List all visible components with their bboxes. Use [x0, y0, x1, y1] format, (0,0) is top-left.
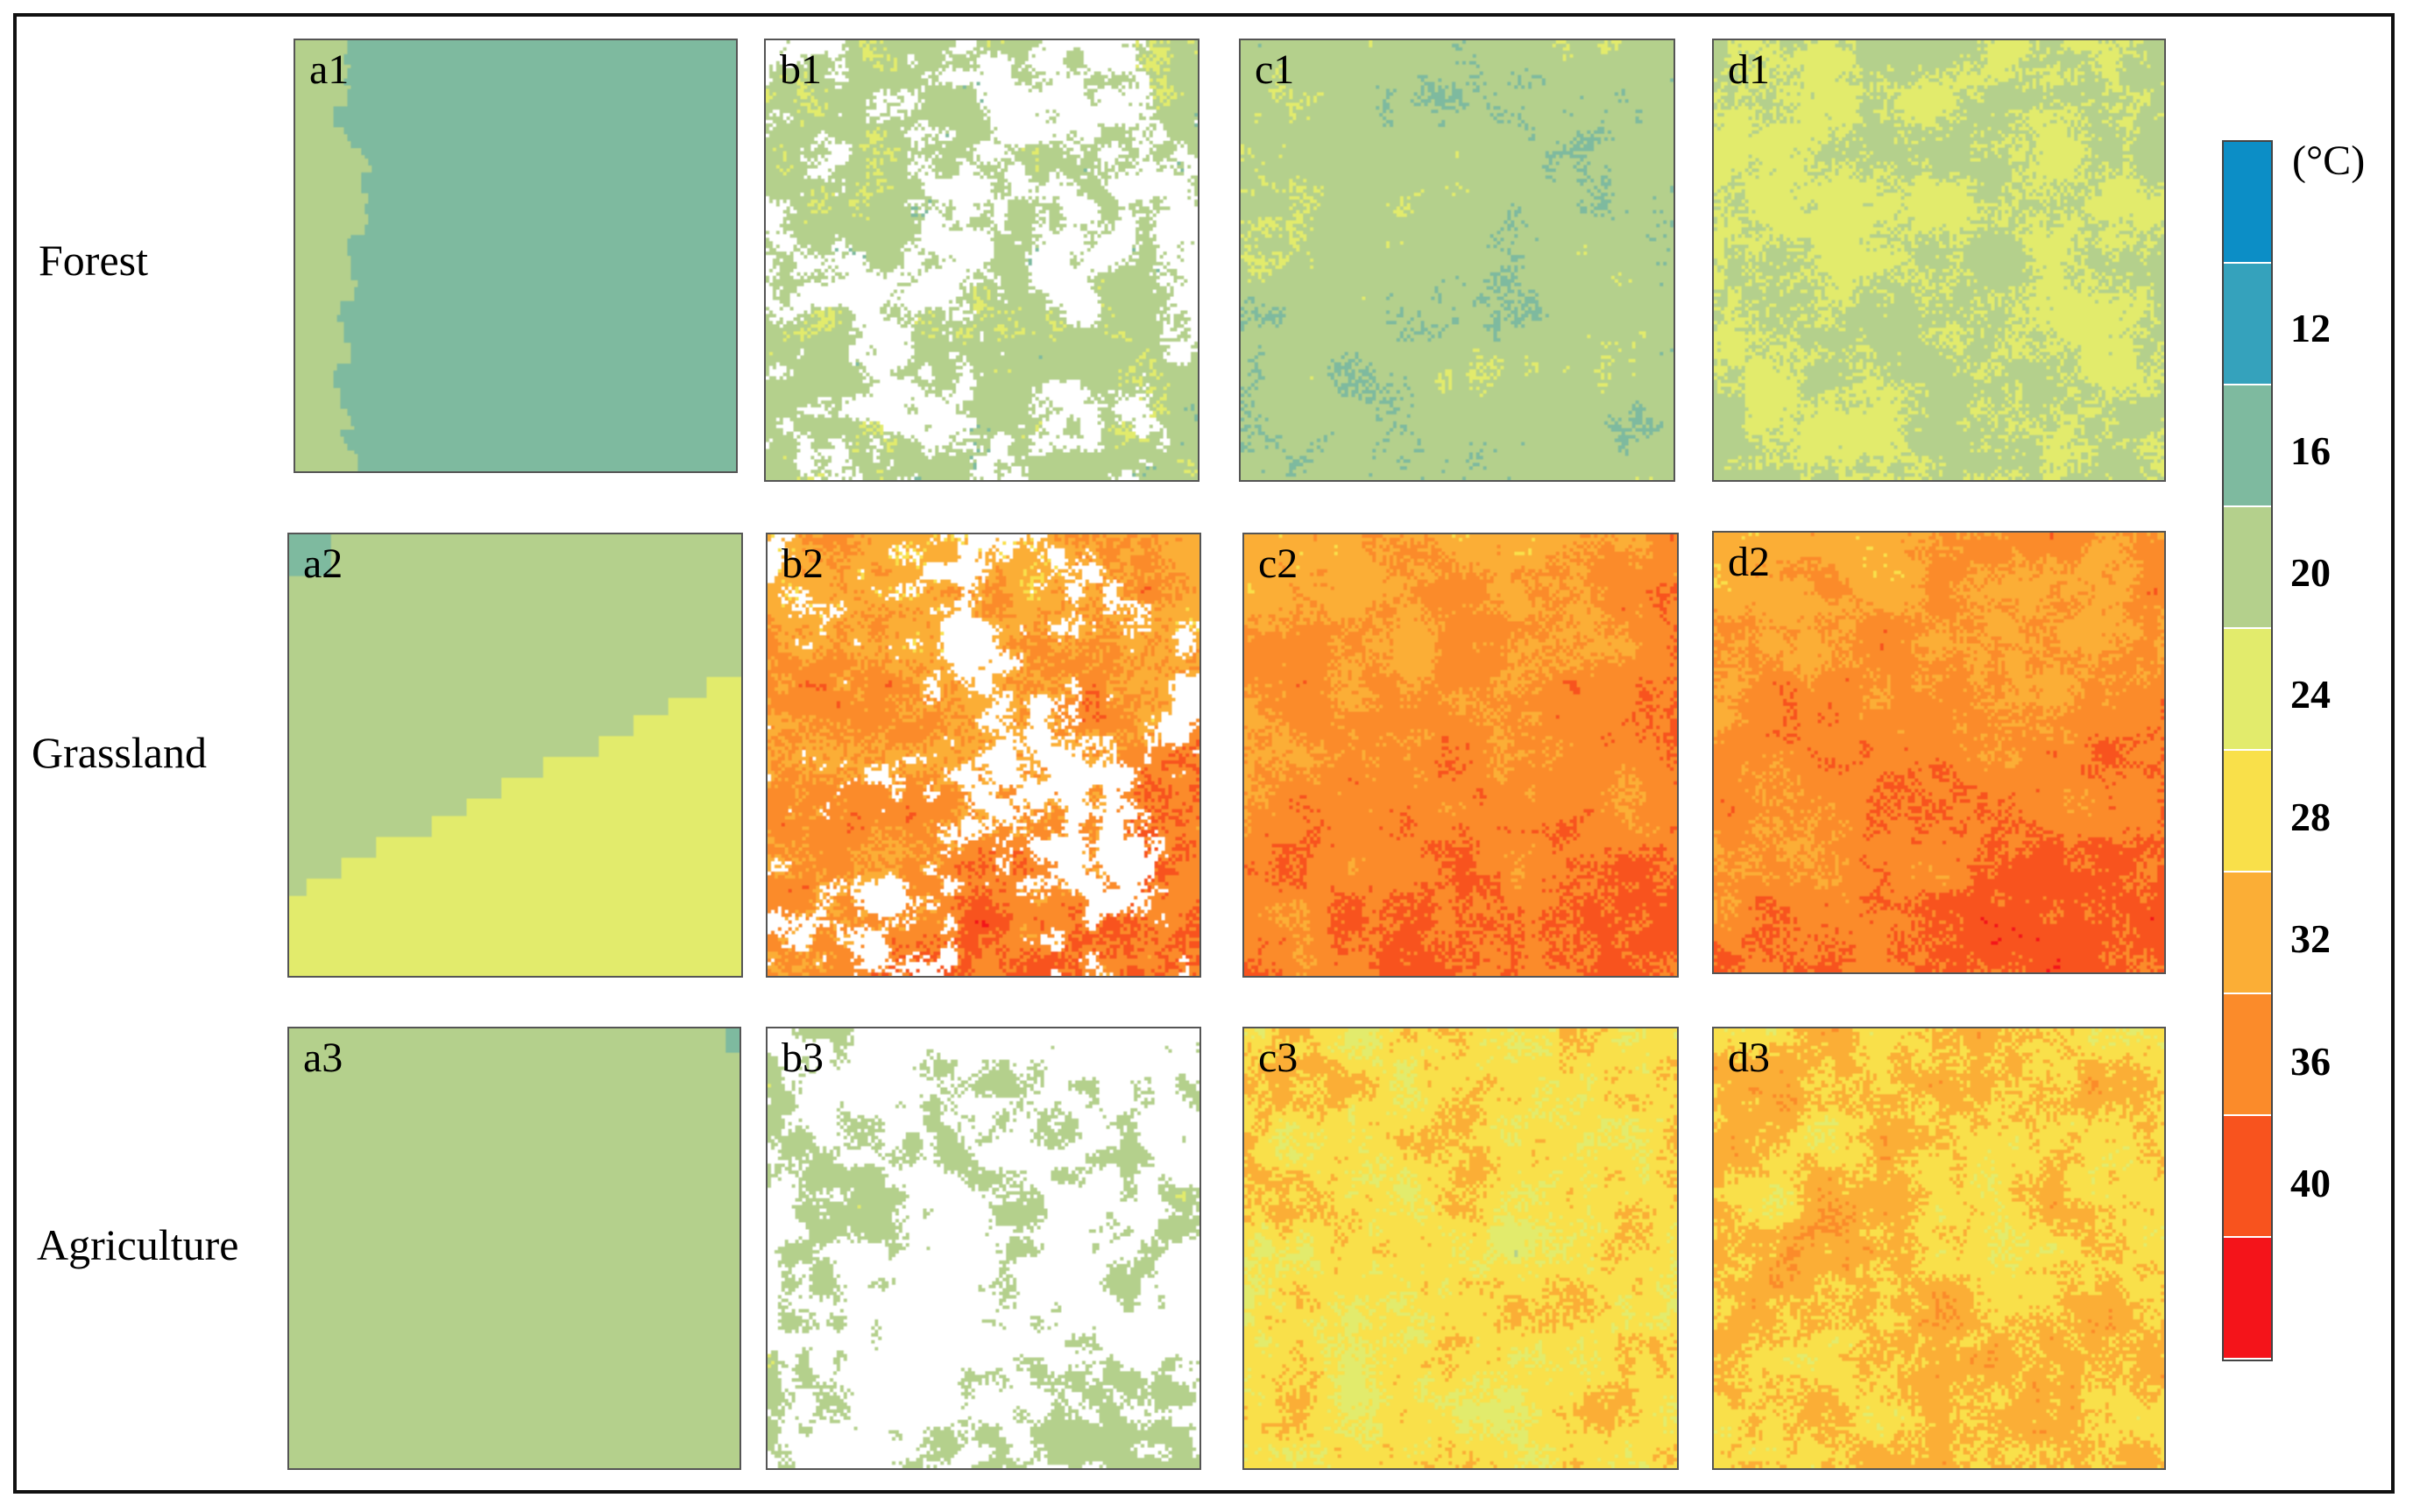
panel-c2-map [1244, 534, 1677, 976]
panel-b3-label: b3 [782, 1035, 824, 1081]
colorbar-segment [2224, 507, 2271, 629]
panel-d2: d2 [1712, 531, 2166, 974]
row-label-agriculture: Agriculture [37, 1220, 239, 1269]
colorbar-tick-24: 24 [2290, 672, 2331, 717]
panel-d3-label: d3 [1728, 1035, 1770, 1081]
panel-d1-map [1714, 40, 2164, 480]
colorbar-unit-label: (°C) [2292, 138, 2366, 184]
panel-c1: c1 [1239, 39, 1675, 482]
panel-b1: b1 [764, 39, 1199, 482]
panel-b2-map [768, 534, 1199, 976]
temperature-colorbar [2222, 140, 2273, 1361]
panel-c2: c2 [1242, 533, 1679, 978]
colorbar-tick-20: 20 [2290, 550, 2331, 595]
panel-c3-map [1244, 1028, 1677, 1468]
panel-b2: b2 [766, 533, 1201, 978]
panel-b1-map [766, 40, 1198, 480]
colorbar-segment [2224, 1116, 2271, 1238]
colorbar-segment [2224, 264, 2271, 385]
colorbar-segment [2224, 1238, 2271, 1360]
colorbar-tick-36: 36 [2290, 1039, 2331, 1084]
panel-d2-label: d2 [1728, 539, 1770, 585]
panel-b2-label: b2 [782, 541, 824, 587]
panel-c1-label: c1 [1255, 46, 1295, 93]
colorbar-segment [2224, 994, 2271, 1116]
panel-c3: c3 [1242, 1027, 1679, 1470]
colorbar-tick-12: 12 [2290, 306, 2331, 350]
panel-a3-map [289, 1028, 739, 1468]
colorbar-tick-16: 16 [2290, 428, 2331, 473]
colorbar-segment [2224, 751, 2271, 873]
panel-d1: d1 [1712, 39, 2166, 482]
colorbar-segment [2224, 385, 2271, 507]
panel-a2-map [289, 534, 741, 976]
panel-a1: a1 [294, 39, 738, 473]
colorbar-tick-32: 32 [2290, 916, 2331, 961]
panel-a3: a3 [287, 1027, 741, 1470]
panel-b1-label: b1 [780, 46, 822, 93]
panel-d3-map [1714, 1028, 2164, 1468]
panel-a1-map [295, 40, 736, 471]
colorbar-segment [2224, 873, 2271, 994]
colorbar-segment [2224, 142, 2271, 264]
panel-d1-label: d1 [1728, 46, 1770, 93]
figure-frame [13, 13, 2395, 1494]
panel-a2-label: a2 [303, 541, 343, 587]
panel-b3-map [768, 1028, 1199, 1468]
panel-c3-label: c3 [1258, 1035, 1298, 1081]
panel-d2-map [1714, 533, 2164, 972]
panel-a3-label: a3 [303, 1035, 343, 1081]
colorbar-tick-40: 40 [2290, 1161, 2331, 1205]
panel-b3: b3 [766, 1027, 1201, 1470]
panel-a1-label: a1 [309, 46, 350, 93]
colorbar-segment [2224, 629, 2271, 751]
panel-c1-map [1241, 40, 1674, 480]
panel-a2: a2 [287, 533, 743, 978]
row-label-forest: Forest [39, 236, 148, 285]
panel-c2-label: c2 [1258, 541, 1298, 587]
colorbar-tick-28: 28 [2290, 795, 2331, 839]
panel-d3: d3 [1712, 1027, 2166, 1470]
row-label-grassland: Grassland [32, 728, 207, 777]
